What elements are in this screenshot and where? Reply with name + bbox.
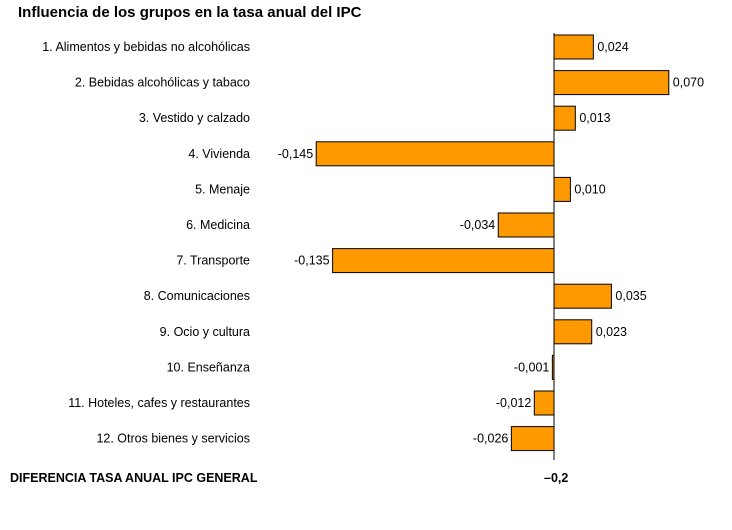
- footer-label: DIFERENCIA TASA ANUAL IPC GENERAL: [10, 471, 258, 485]
- bar: [553, 34, 594, 60]
- category-label: 7. Transporte: [176, 254, 250, 268]
- category-label: 8. Comunicaciones: [144, 289, 250, 303]
- value-label: 0,023: [596, 325, 627, 339]
- value-label: 0,024: [597, 40, 628, 54]
- bar: [553, 319, 593, 345]
- value-label: -0,145: [278, 147, 313, 161]
- category-label: 6. Medicina: [186, 218, 250, 232]
- footer-value: –0,2: [544, 471, 569, 485]
- bar: [553, 70, 670, 96]
- bar: [553, 176, 571, 202]
- category-label: 10. Enseñanza: [167, 360, 250, 374]
- value-label: 0,035: [615, 289, 646, 303]
- chart-title: Influencia de los grupos en la tasa anua…: [18, 4, 362, 21]
- value-label: -0,026: [473, 432, 508, 446]
- category-label: 3. Vestido y calzado: [139, 111, 250, 125]
- value-label: -0,135: [294, 254, 329, 268]
- category-label: 11. Hoteles, cafes y restaurantes: [68, 396, 250, 410]
- value-label: 0,010: [574, 182, 605, 196]
- bar: [510, 426, 555, 452]
- value-label: -0,012: [496, 396, 531, 410]
- category-label: 12. Otros bienes y servicios: [96, 432, 250, 446]
- value-label: 0,013: [579, 111, 610, 125]
- category-label: 2. Bebidas alcohólicas y tabaco: [75, 76, 250, 90]
- category-label: 5. Menaje: [195, 182, 250, 196]
- bar: [533, 390, 555, 416]
- category-label: 1. Alimentos y bebidas no alcohólicas: [42, 40, 250, 54]
- bar: [553, 105, 576, 131]
- value-label: 0,070: [673, 76, 704, 90]
- category-label: 4. Vivienda: [188, 147, 250, 161]
- bar: [497, 212, 555, 238]
- value-label: -0,001: [514, 360, 549, 374]
- category-label: 9. Ocio y cultura: [160, 325, 250, 339]
- bar: [315, 141, 555, 167]
- bar: [332, 248, 555, 274]
- bar: [553, 283, 612, 309]
- value-label: -0,034: [460, 218, 495, 232]
- bar: [551, 354, 555, 380]
